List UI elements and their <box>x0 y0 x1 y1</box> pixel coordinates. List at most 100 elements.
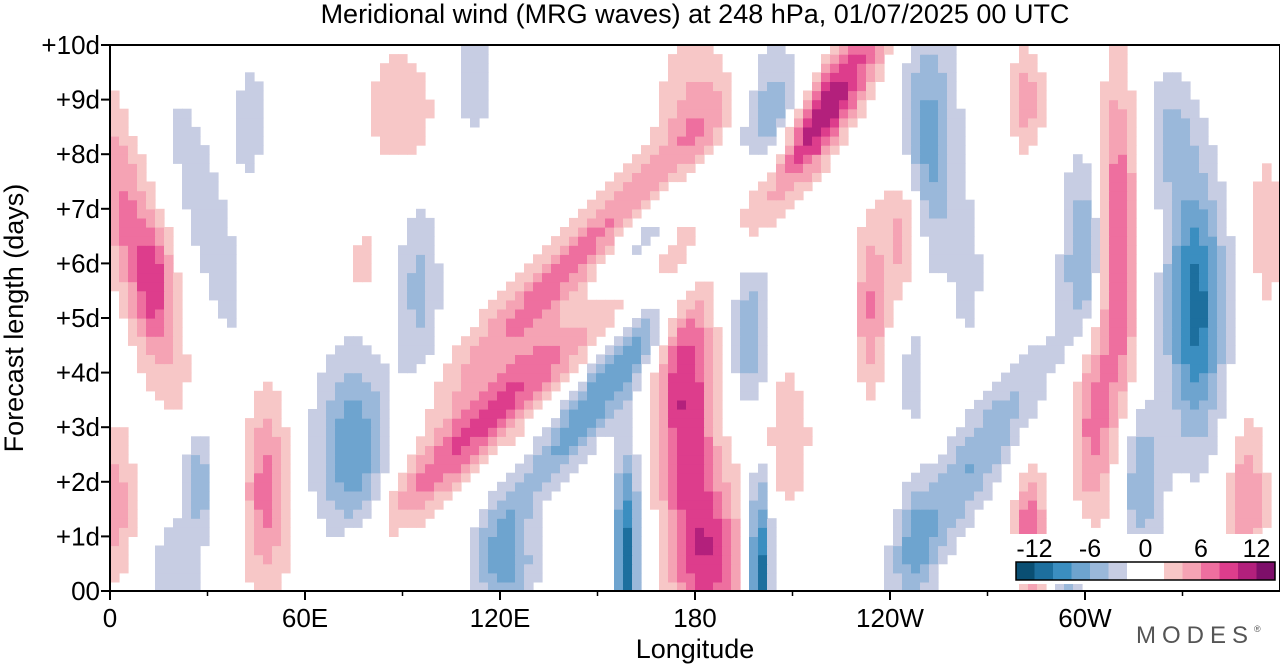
field-cell <box>731 299 741 310</box>
field-cell <box>578 318 588 328</box>
field-cell <box>1199 199 1209 210</box>
field-cell <box>1154 136 1164 146</box>
field-cell <box>668 172 678 183</box>
field-cell <box>884 236 894 246</box>
field-cell <box>758 54 768 64</box>
field-cell <box>758 208 768 219</box>
field-cell <box>416 81 426 92</box>
field-cell <box>227 254 237 264</box>
field-cell <box>1172 236 1182 246</box>
field-cell <box>344 372 354 383</box>
field-cell <box>587 418 597 428</box>
field-cell <box>650 409 660 419</box>
field-cell <box>677 45 687 55</box>
field-cell <box>1181 236 1191 246</box>
field-cell <box>605 409 615 419</box>
field-cell <box>155 554 165 565</box>
field-cell <box>1262 500 1272 510</box>
field-cell <box>1109 172 1119 183</box>
field-cell <box>542 390 552 401</box>
field-cell <box>929 81 939 92</box>
field-cell <box>686 327 696 337</box>
field-cell <box>389 63 399 73</box>
field-cell <box>623 327 633 337</box>
field-cell <box>263 554 273 565</box>
field-cell <box>488 363 498 374</box>
field-cell <box>884 272 894 283</box>
field-cell <box>677 390 687 401</box>
field-cell <box>425 236 435 246</box>
field-cell <box>1028 490 1038 501</box>
field-cell <box>1199 399 1209 410</box>
field-cell <box>1109 45 1119 55</box>
field-cell <box>659 381 669 392</box>
field-cell <box>551 427 561 437</box>
field-cell <box>515 390 525 401</box>
field-cell <box>686 536 696 547</box>
field-cell <box>272 509 282 519</box>
field-cell <box>947 454 957 465</box>
field-cell <box>1010 418 1020 428</box>
field-cell <box>587 227 597 237</box>
field-cell <box>497 581 507 592</box>
field-cell <box>1073 190 1083 201</box>
field-cell <box>650 154 660 164</box>
field-cell <box>632 554 642 565</box>
field-cell <box>1073 172 1083 183</box>
field-cell <box>137 254 147 264</box>
field-cell <box>965 308 975 319</box>
field-cell <box>893 545 903 556</box>
field-cell <box>875 336 885 346</box>
field-cell <box>416 245 426 255</box>
field-cell <box>191 436 201 446</box>
field-cell <box>956 436 966 446</box>
field-cell <box>1199 354 1209 365</box>
field-cell <box>758 545 768 556</box>
field-cell <box>389 490 399 501</box>
field-cell <box>668 90 678 101</box>
field-cell <box>425 345 435 355</box>
field-cell <box>695 463 705 474</box>
field-cell <box>587 263 597 274</box>
field-cell <box>119 254 129 264</box>
field-cell <box>317 472 327 483</box>
field-cell <box>767 199 777 210</box>
field-cell <box>713 536 723 547</box>
field-cell <box>668 500 678 510</box>
field-cell <box>1235 500 1245 510</box>
field-cell <box>623 436 633 446</box>
field-cell <box>461 345 471 355</box>
field-cell <box>425 227 435 237</box>
field-cell <box>695 545 705 556</box>
field-cell <box>1064 281 1074 292</box>
field-cell <box>713 518 723 528</box>
field-cell <box>1181 399 1191 410</box>
field-cell <box>182 181 192 192</box>
field-cell <box>533 545 543 556</box>
field-cell <box>947 99 957 110</box>
field-cell <box>947 518 957 528</box>
field-cell <box>677 227 687 237</box>
field-cell <box>1010 527 1020 537</box>
field-cell <box>1145 427 1155 437</box>
field-cell <box>947 254 957 264</box>
field-cell <box>641 163 651 173</box>
field-cell <box>551 472 561 483</box>
field-cell <box>686 509 696 519</box>
field-cell <box>1172 318 1182 328</box>
field-cell <box>1154 454 1164 465</box>
field-cell <box>353 463 363 474</box>
field-cell <box>1136 463 1146 474</box>
field-cell <box>1127 527 1137 537</box>
field-cell <box>1253 500 1263 510</box>
field-cell <box>263 490 273 501</box>
field-cell <box>695 490 705 501</box>
field-cell <box>1019 481 1029 492</box>
field-cell <box>1163 263 1173 274</box>
field-cell <box>686 63 696 73</box>
field-cell <box>479 418 489 428</box>
field-cell <box>155 217 165 228</box>
field-cell <box>704 372 714 383</box>
field-cell <box>623 554 633 565</box>
field-cell <box>164 554 174 565</box>
